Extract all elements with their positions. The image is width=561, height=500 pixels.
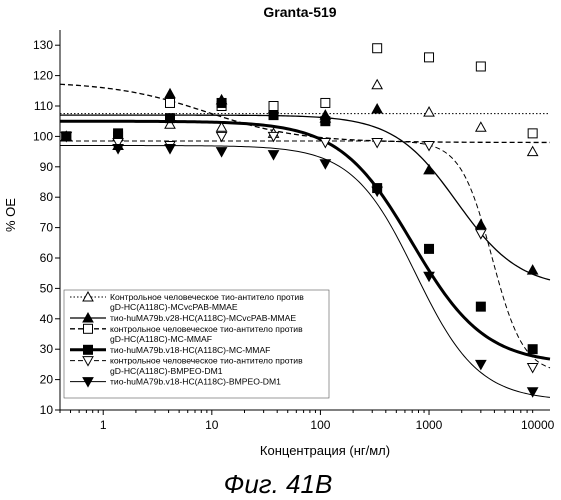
data-point-s1 — [165, 89, 175, 98]
y-axis-label: % OE — [3, 198, 18, 232]
chart-title: Granta-519 — [263, 4, 336, 20]
data-point-s5 — [476, 360, 486, 369]
y-tick-label: 110 — [34, 99, 53, 113]
data-point-s2 — [373, 44, 382, 53]
data-point-s0 — [424, 107, 434, 116]
legend-label-4: контрольное человеческое тио-антитело пр… — [110, 356, 303, 366]
legend-marker-2 — [84, 324, 93, 333]
legend-marker-3 — [84, 345, 93, 354]
data-point-s3 — [217, 98, 226, 107]
data-point-s2 — [165, 98, 174, 107]
legend: Контрольное человеческое тио-антитело пр… — [64, 290, 329, 398]
y-tick-label: 40 — [40, 312, 54, 326]
x-tick-label: 10000 — [521, 418, 555, 432]
data-point-s3 — [528, 345, 537, 354]
x-tick-label: 1 — [100, 418, 107, 432]
data-point-s5 — [269, 151, 279, 160]
y-tick-label: 30 — [40, 342, 54, 356]
data-point-s0 — [476, 122, 486, 131]
legend-label-1: тио-huMA79b.v28-HC(A118C)-MCvcPAB-MMAE — [110, 313, 296, 323]
data-point-s5 — [217, 148, 227, 157]
legend-label-2: gD-HC(A118C)-MC-MMAF — [110, 334, 212, 344]
data-point-s2 — [476, 62, 485, 71]
fit-curve-1 — [60, 115, 550, 280]
data-point-s2 — [528, 129, 537, 138]
y-tick-label: 120 — [33, 69, 53, 83]
x-tick-label: 10 — [205, 418, 219, 432]
data-point-s3 — [321, 117, 330, 126]
figure-caption: Фиг. 41B — [224, 469, 333, 499]
data-point-s4 — [217, 132, 227, 141]
data-point-s3 — [165, 114, 174, 123]
data-point-s5 — [320, 160, 330, 169]
y-tick-label: 100 — [33, 129, 53, 143]
data-point-s3 — [476, 302, 485, 311]
legend-label-4: gD-HC(A118C)-BMPEO-DM1 — [110, 366, 223, 376]
data-point-s3 — [269, 111, 278, 120]
x-axis-label: Концентрация (нг/мл) — [260, 443, 390, 458]
legend-label-0: gD-HC(A118C)-MCvcPAB-MMAE — [110, 302, 238, 312]
y-tick-label: 130 — [33, 38, 53, 52]
data-point-s3 — [114, 129, 123, 138]
legend-label-2: контрольное человеческое тио-антитело пр… — [110, 324, 303, 334]
data-point-s1 — [528, 265, 538, 274]
data-point-s1 — [372, 104, 382, 113]
data-point-s4 — [372, 138, 382, 147]
data-point-s5 — [165, 145, 175, 154]
data-point-s2 — [321, 98, 330, 107]
y-tick-label: 90 — [40, 160, 54, 174]
data-point-s3 — [425, 244, 434, 253]
data-point-s4 — [528, 363, 538, 372]
data-point-s2 — [269, 102, 278, 111]
x-tick-label: 100 — [310, 418, 330, 432]
y-tick-label: 70 — [40, 221, 54, 235]
y-tick-label: 60 — [40, 251, 54, 265]
data-point-s0 — [528, 147, 538, 156]
data-point-s1 — [476, 220, 486, 229]
data-point-s2 — [425, 53, 434, 62]
x-tick-label: 1000 — [416, 418, 443, 432]
y-tick-label: 10 — [40, 403, 54, 417]
legend-label-0: Контрольное человеческое тио-антитело пр… — [110, 292, 304, 302]
y-tick-label: 80 — [40, 190, 54, 204]
legend-label-5: тио-huMA79b.v18-HC(A118C)-BMPEO-DM1 — [110, 377, 281, 387]
y-tick-label: 20 — [40, 373, 54, 387]
data-point-s0 — [372, 80, 382, 89]
legend-label-3: тио-huMA79b.v18-HC(A118C)-MC-MMAF — [110, 345, 270, 355]
y-tick-label: 50 — [40, 281, 54, 295]
